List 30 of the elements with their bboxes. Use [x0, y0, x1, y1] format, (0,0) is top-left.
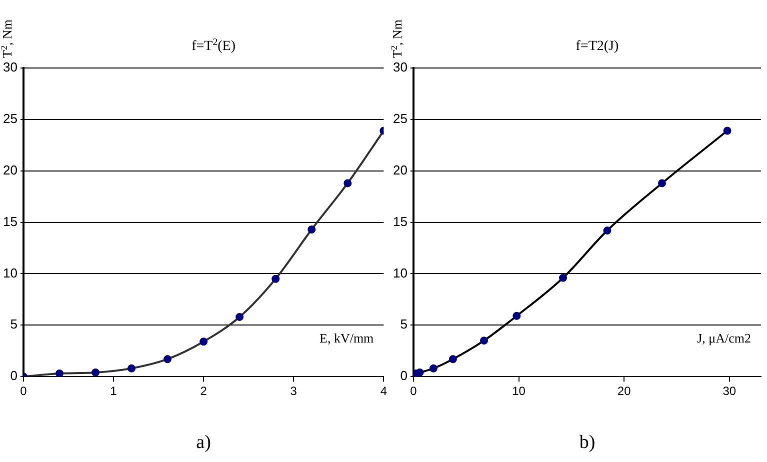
- x-axis-title: E, kV/mm: [320, 330, 374, 346]
- x-tick-label: 10: [512, 384, 526, 398]
- x-tick-label: 20: [617, 384, 632, 398]
- y-tick-label: 15: [392, 214, 408, 229]
- x-tick-label: 4: [380, 384, 388, 398]
- y-tick-label: 0: [10, 368, 18, 384]
- y-tick-label: 0: [400, 368, 408, 384]
- y-tick-label: 15: [2, 214, 18, 229]
- chart-title: f=T2(J): [576, 39, 620, 54]
- y-tick-label: 10: [392, 265, 408, 280]
- x-tick-label: 1: [110, 384, 118, 398]
- x-tick-label: 3: [290, 384, 298, 398]
- y-tick-label: 10: [2, 265, 18, 280]
- y-tick-label: 5: [10, 316, 18, 332]
- y-tick-label: 20: [2, 162, 18, 178]
- y-axis-title: T2, Nm: [0, 20, 14, 58]
- y-tick-label: 30: [2, 60, 18, 75]
- text: a): [196, 432, 211, 453]
- y-tick-label: 30: [392, 60, 408, 75]
- y-tick-label: 25: [2, 111, 18, 126]
- x-tick-label: 0: [410, 384, 418, 398]
- x-tick-label: 30: [722, 384, 736, 398]
- y-axis-title: T2, Nm: [388, 20, 404, 58]
- x-tick-label: 0: [20, 384, 28, 398]
- x-axis-title: J, μA/cm2: [697, 330, 752, 346]
- y-tick-label: 20: [392, 162, 408, 178]
- y-tick-label: 5: [400, 316, 408, 332]
- y-tick-label: 25: [392, 111, 408, 126]
- x-tick-label: 2: [200, 384, 208, 398]
- text: b): [579, 432, 596, 453]
